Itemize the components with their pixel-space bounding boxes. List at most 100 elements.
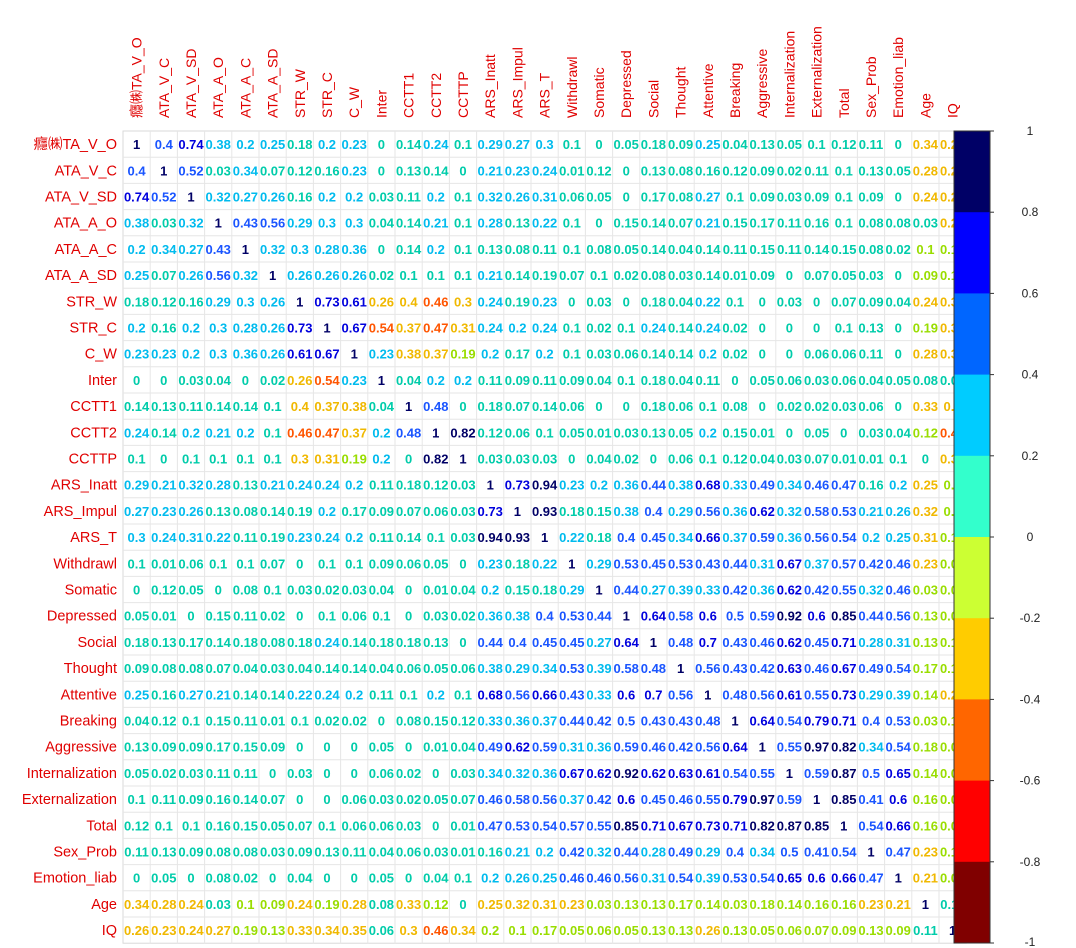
heatmap-cell-value: 0.16 [151, 321, 176, 336]
heatmap-cell-value: 0.07 [260, 556, 285, 571]
heatmap-cell-value: 0.56 [695, 504, 720, 519]
heatmap-cell-value: 1 [786, 766, 793, 781]
heatmap-cell-value: 0.65 [777, 871, 802, 886]
heatmap-cell-value: 0.2 [699, 425, 717, 440]
heatmap-cell-value: 0.05 [886, 163, 911, 178]
heatmap-cell-value: 0.55 [586, 818, 611, 833]
heatmap-cell-value: 0 [568, 294, 575, 309]
heatmap-cell-value: 0.27 [178, 242, 203, 257]
heatmap-cell-value: 0.24 [178, 923, 204, 938]
heatmap-cell-value: 0.16 [858, 478, 883, 493]
heatmap-cell-value: 0.13 [151, 399, 176, 414]
heatmap-cell-value: 0.11 [233, 766, 258, 781]
heatmap-cell-value: 0.08 [233, 583, 258, 598]
heatmap-cell-value: 0.45 [804, 635, 829, 650]
heatmap-cell-value: 0.65 [886, 766, 911, 781]
heatmap-cell-value: 0.38 [505, 609, 530, 624]
heatmap-cell-value: 0.71 [831, 635, 856, 650]
heatmap-cell-value: 1 [949, 923, 956, 938]
heatmap-cell-value: 0.31 [913, 530, 938, 545]
heatmap-cell-value: 0.02 [151, 766, 176, 781]
heatmap-cell-value: 0.1 [182, 714, 200, 729]
heatmap-cell-value: 0.31 [532, 897, 557, 912]
heatmap-cell-value: 0.58 [668, 609, 693, 624]
heatmap-cell-value: 0.37 [804, 556, 829, 571]
column-label: CCTTP [455, 71, 471, 118]
heatmap-cell-value: 0.05 [804, 425, 829, 440]
heatmap-cell-value: 1 [731, 714, 738, 729]
heatmap-cell-value: 0.7 [644, 687, 662, 702]
heatmap-cell-value: 0.87 [777, 818, 802, 833]
heatmap-cell-value: 0.54 [750, 871, 776, 886]
heatmap-cell-value: 0.18 [641, 373, 666, 388]
heatmap-cell-value: 0.2 [427, 373, 445, 388]
heatmap-cell-value: 0.21 [886, 897, 911, 912]
heatmap-cell-value: 0.24 [314, 478, 340, 493]
heatmap-cell-value: 0.06 [342, 792, 367, 807]
heatmap-cell-value: 0.47 [314, 425, 339, 440]
heatmap-cell-value: 0.03 [260, 845, 285, 860]
heatmap-cell-value: 0.06 [369, 818, 394, 833]
heatmap-cell-value: 1 [133, 137, 140, 152]
heatmap-cell-value: 0.13 [260, 923, 285, 938]
heatmap-cell-value: 0.11 [532, 242, 557, 257]
heatmap-cell-value: 0.34 [777, 478, 803, 493]
heatmap-cell-value: 0.26 [886, 504, 911, 519]
heatmap-cell-value: 0 [623, 190, 630, 205]
heatmap-cell-value: 0.04 [886, 294, 912, 309]
heatmap-cell-value: 0.29 [858, 687, 883, 702]
column-label: ARS_Impul [509, 47, 525, 118]
heatmap-cell-value: 0.12 [124, 818, 149, 833]
heatmap-cell-value: 0.13 [151, 635, 176, 650]
heatmap-cell-value: 0.12 [423, 897, 448, 912]
heatmap-cell-value: 0.11 [396, 190, 421, 205]
heatmap-cell-value: 0.42 [804, 583, 829, 598]
heatmap-cell-value: 0.2 [536, 347, 554, 362]
heatmap-cell-value: 0.13 [858, 321, 883, 336]
heatmap-cell-value: 0.11 [859, 137, 884, 152]
heatmap-cell-value: 0.04 [858, 373, 884, 388]
heatmap-cell-value: 0.14 [695, 242, 721, 257]
heatmap-cell-value: 0.28 [478, 216, 503, 231]
heatmap-cell-value: 0.05 [369, 740, 394, 755]
heatmap-cell-value: 0.44 [586, 609, 612, 624]
heatmap-cell-value: 0.2 [128, 242, 146, 257]
heatmap-cell-value: 0.42 [750, 661, 775, 676]
heatmap-cell-value: 0.14 [342, 635, 368, 650]
heatmap-cell-value: 0.6 [808, 871, 826, 886]
heatmap-cell-value: 0.46 [423, 923, 448, 938]
heatmap-cell-value: 0.46 [586, 871, 611, 886]
heatmap-cell-value: 0.1 [563, 242, 581, 257]
heatmap-cell-value: 0.16 [206, 818, 231, 833]
heatmap-cell-value: 0.28 [314, 242, 339, 257]
heatmap-cell-value: 0.59 [777, 792, 802, 807]
heatmap-cell-value: 0.11 [859, 347, 884, 362]
heatmap-cell-value: 0.05 [178, 583, 203, 598]
heatmap-cell-value: 0.5 [780, 845, 798, 860]
heatmap-cell-value: 0.11 [696, 373, 721, 388]
heatmap-cell-value: 0.42 [722, 583, 747, 598]
column-labels: 癮㈱TA_V_O ATA_V_C ATA_V_SD ATA_A_O ATA_A_C ATA… [129, 26, 961, 118]
heatmap-cell-value: 0.23 [151, 923, 176, 938]
heatmap-cell-value: 0.26 [505, 871, 530, 886]
heatmap-cell-value: 0.1 [808, 137, 826, 152]
heatmap-cell-value: 0.46 [478, 792, 503, 807]
heatmap-cell-value: 0.2 [318, 137, 336, 152]
heatmap-cell-value: 0.07 [260, 792, 285, 807]
heatmap-cell-value: 0.11 [179, 399, 204, 414]
heatmap-cell-value: 0.1 [264, 399, 282, 414]
heatmap-cell-value: 0.23 [342, 137, 367, 152]
heatmap-cell-value: 0.26 [314, 268, 339, 283]
heatmap-cell-value: 0.06 [342, 609, 367, 624]
heatmap-cell-value: 0.14 [913, 687, 939, 702]
colorbar-tick-label: 0.4 [1022, 368, 1039, 382]
heatmap-cell-value: 0.08 [369, 897, 394, 912]
heatmap-cell-value: 0.26 [260, 347, 285, 362]
heatmap-cell-value: 0.15 [614, 216, 639, 231]
heatmap-cell-value: 0.5 [617, 714, 635, 729]
column-label: CCTT1 [401, 73, 417, 118]
heatmap-cell-value: 0.02 [886, 242, 911, 257]
heatmap-cell-value: 0.14 [396, 530, 422, 545]
heatmap-cell-value: 0.04 [668, 294, 694, 309]
heatmap-cell-value: 0.44 [641, 478, 667, 493]
